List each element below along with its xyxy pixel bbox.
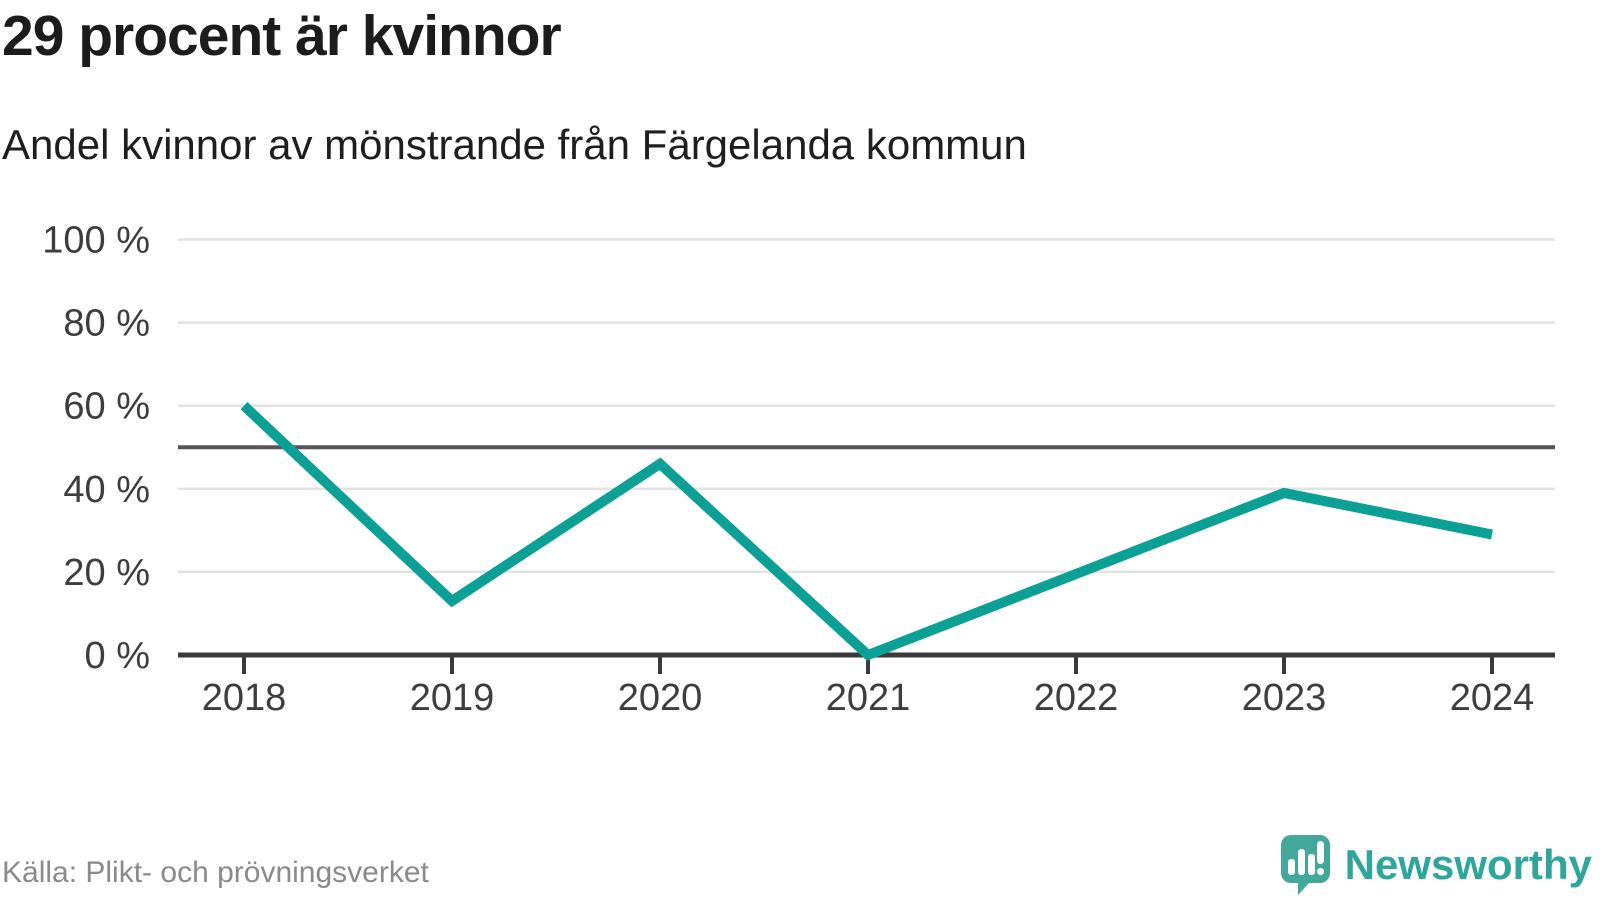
x-tick-label: 2019: [410, 677, 495, 719]
y-tick-label: 80 %: [63, 303, 150, 345]
page-title: 29 procent är kvinnor: [2, 4, 562, 68]
y-tick-label: 40 %: [63, 469, 150, 511]
data-line: [240, 402, 1493, 661]
y-tick-label: 60 %: [63, 386, 150, 428]
brand-name: Newsworthy: [1344, 841, 1592, 888]
x-tick-label: 2021: [826, 677, 911, 719]
x-tick-label: 2020: [618, 677, 703, 719]
brand-footer: Newsworthy: [1279, 830, 1592, 900]
x-tick-label: 2023: [1242, 677, 1327, 719]
y-tick-label: 20 %: [63, 552, 150, 594]
x-tick-label: 2018: [202, 677, 287, 719]
newsworthy-logo-icon: [1280, 835, 1330, 895]
chart-subtitle: Andel kvinnor av mönstrande från Färgela…: [2, 121, 1027, 168]
source-note: Källa: Plikt- och prövningsverket: [2, 856, 429, 889]
x-tick-label: 2024: [1450, 677, 1535, 719]
x-tick-label: 2022: [1034, 677, 1119, 719]
y-tick-label: 0 %: [85, 635, 150, 677]
y-tick-label: 100 %: [42, 220, 150, 262]
